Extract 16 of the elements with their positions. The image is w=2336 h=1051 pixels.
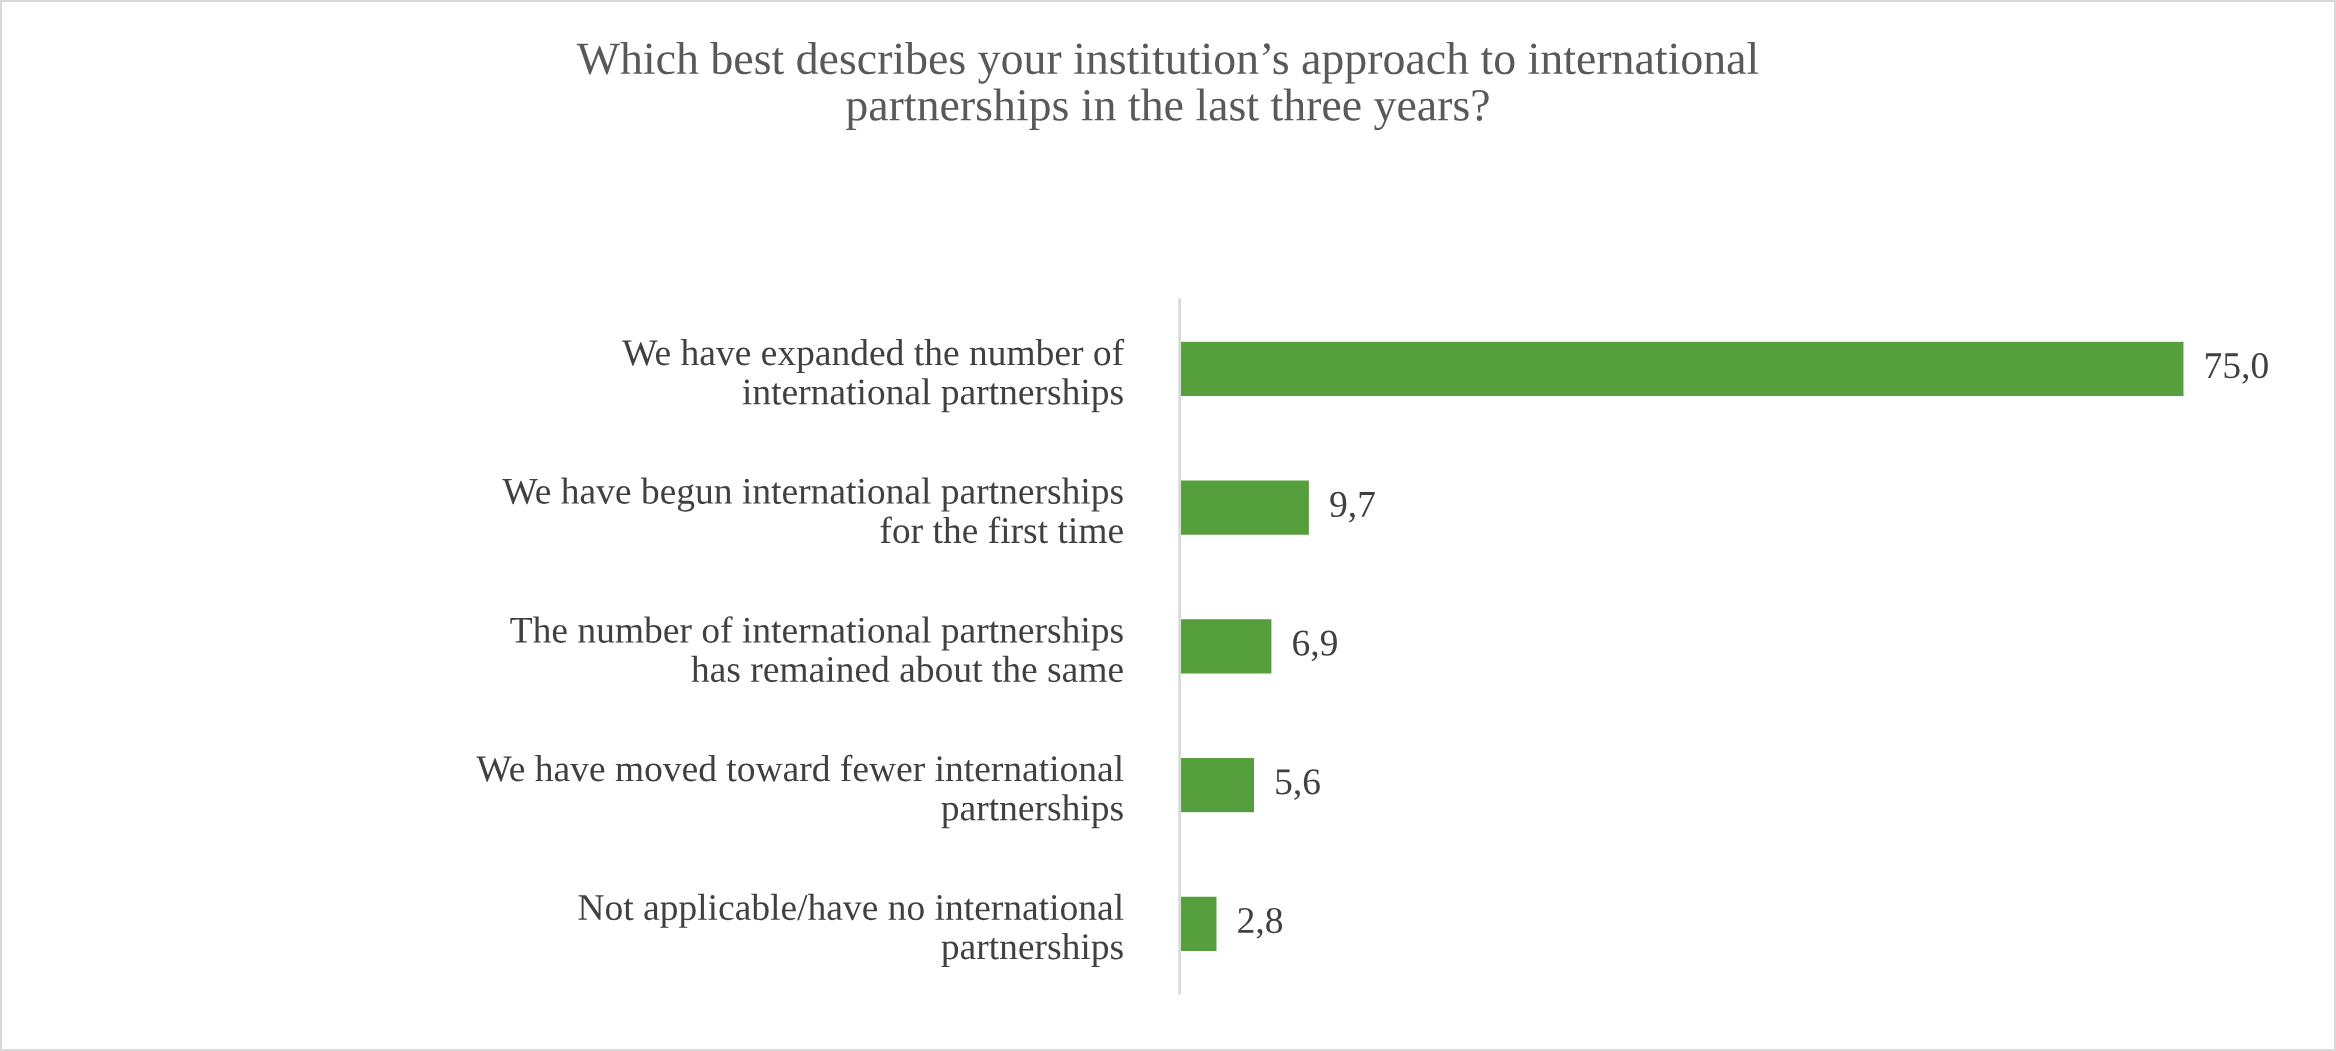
y-tick-label: We have expanded the number of international partnerships	[622, 338, 1125, 413]
bar	[1179, 895, 1218, 953]
y-tick-label: We have moved toward fewer international partnerships	[476, 754, 1124, 829]
data-label: 6,9	[1293, 630, 1337, 662]
y-tick-label: We have begun international partnerships for the first time	[502, 477, 1123, 544]
bar	[1179, 756, 1256, 814]
data-label: 9,7	[1330, 491, 1375, 523]
bar	[1179, 617, 1273, 675]
y-tick-label: Not applicable/have no international partnerships	[578, 893, 1124, 968]
chart-title: Which best describes your institution’s approach to international partnerships in the last three years?	[576, 42, 1759, 131]
data-label: 2,8	[1238, 907, 1283, 939]
bar	[1179, 340, 2185, 398]
data-label: 5,6	[1276, 769, 1320, 800]
data-label: 75,0	[2206, 352, 2268, 384]
bar	[1179, 479, 1311, 537]
y-tick-label: The number of international partnerships has remained about the same	[510, 616, 1123, 683]
